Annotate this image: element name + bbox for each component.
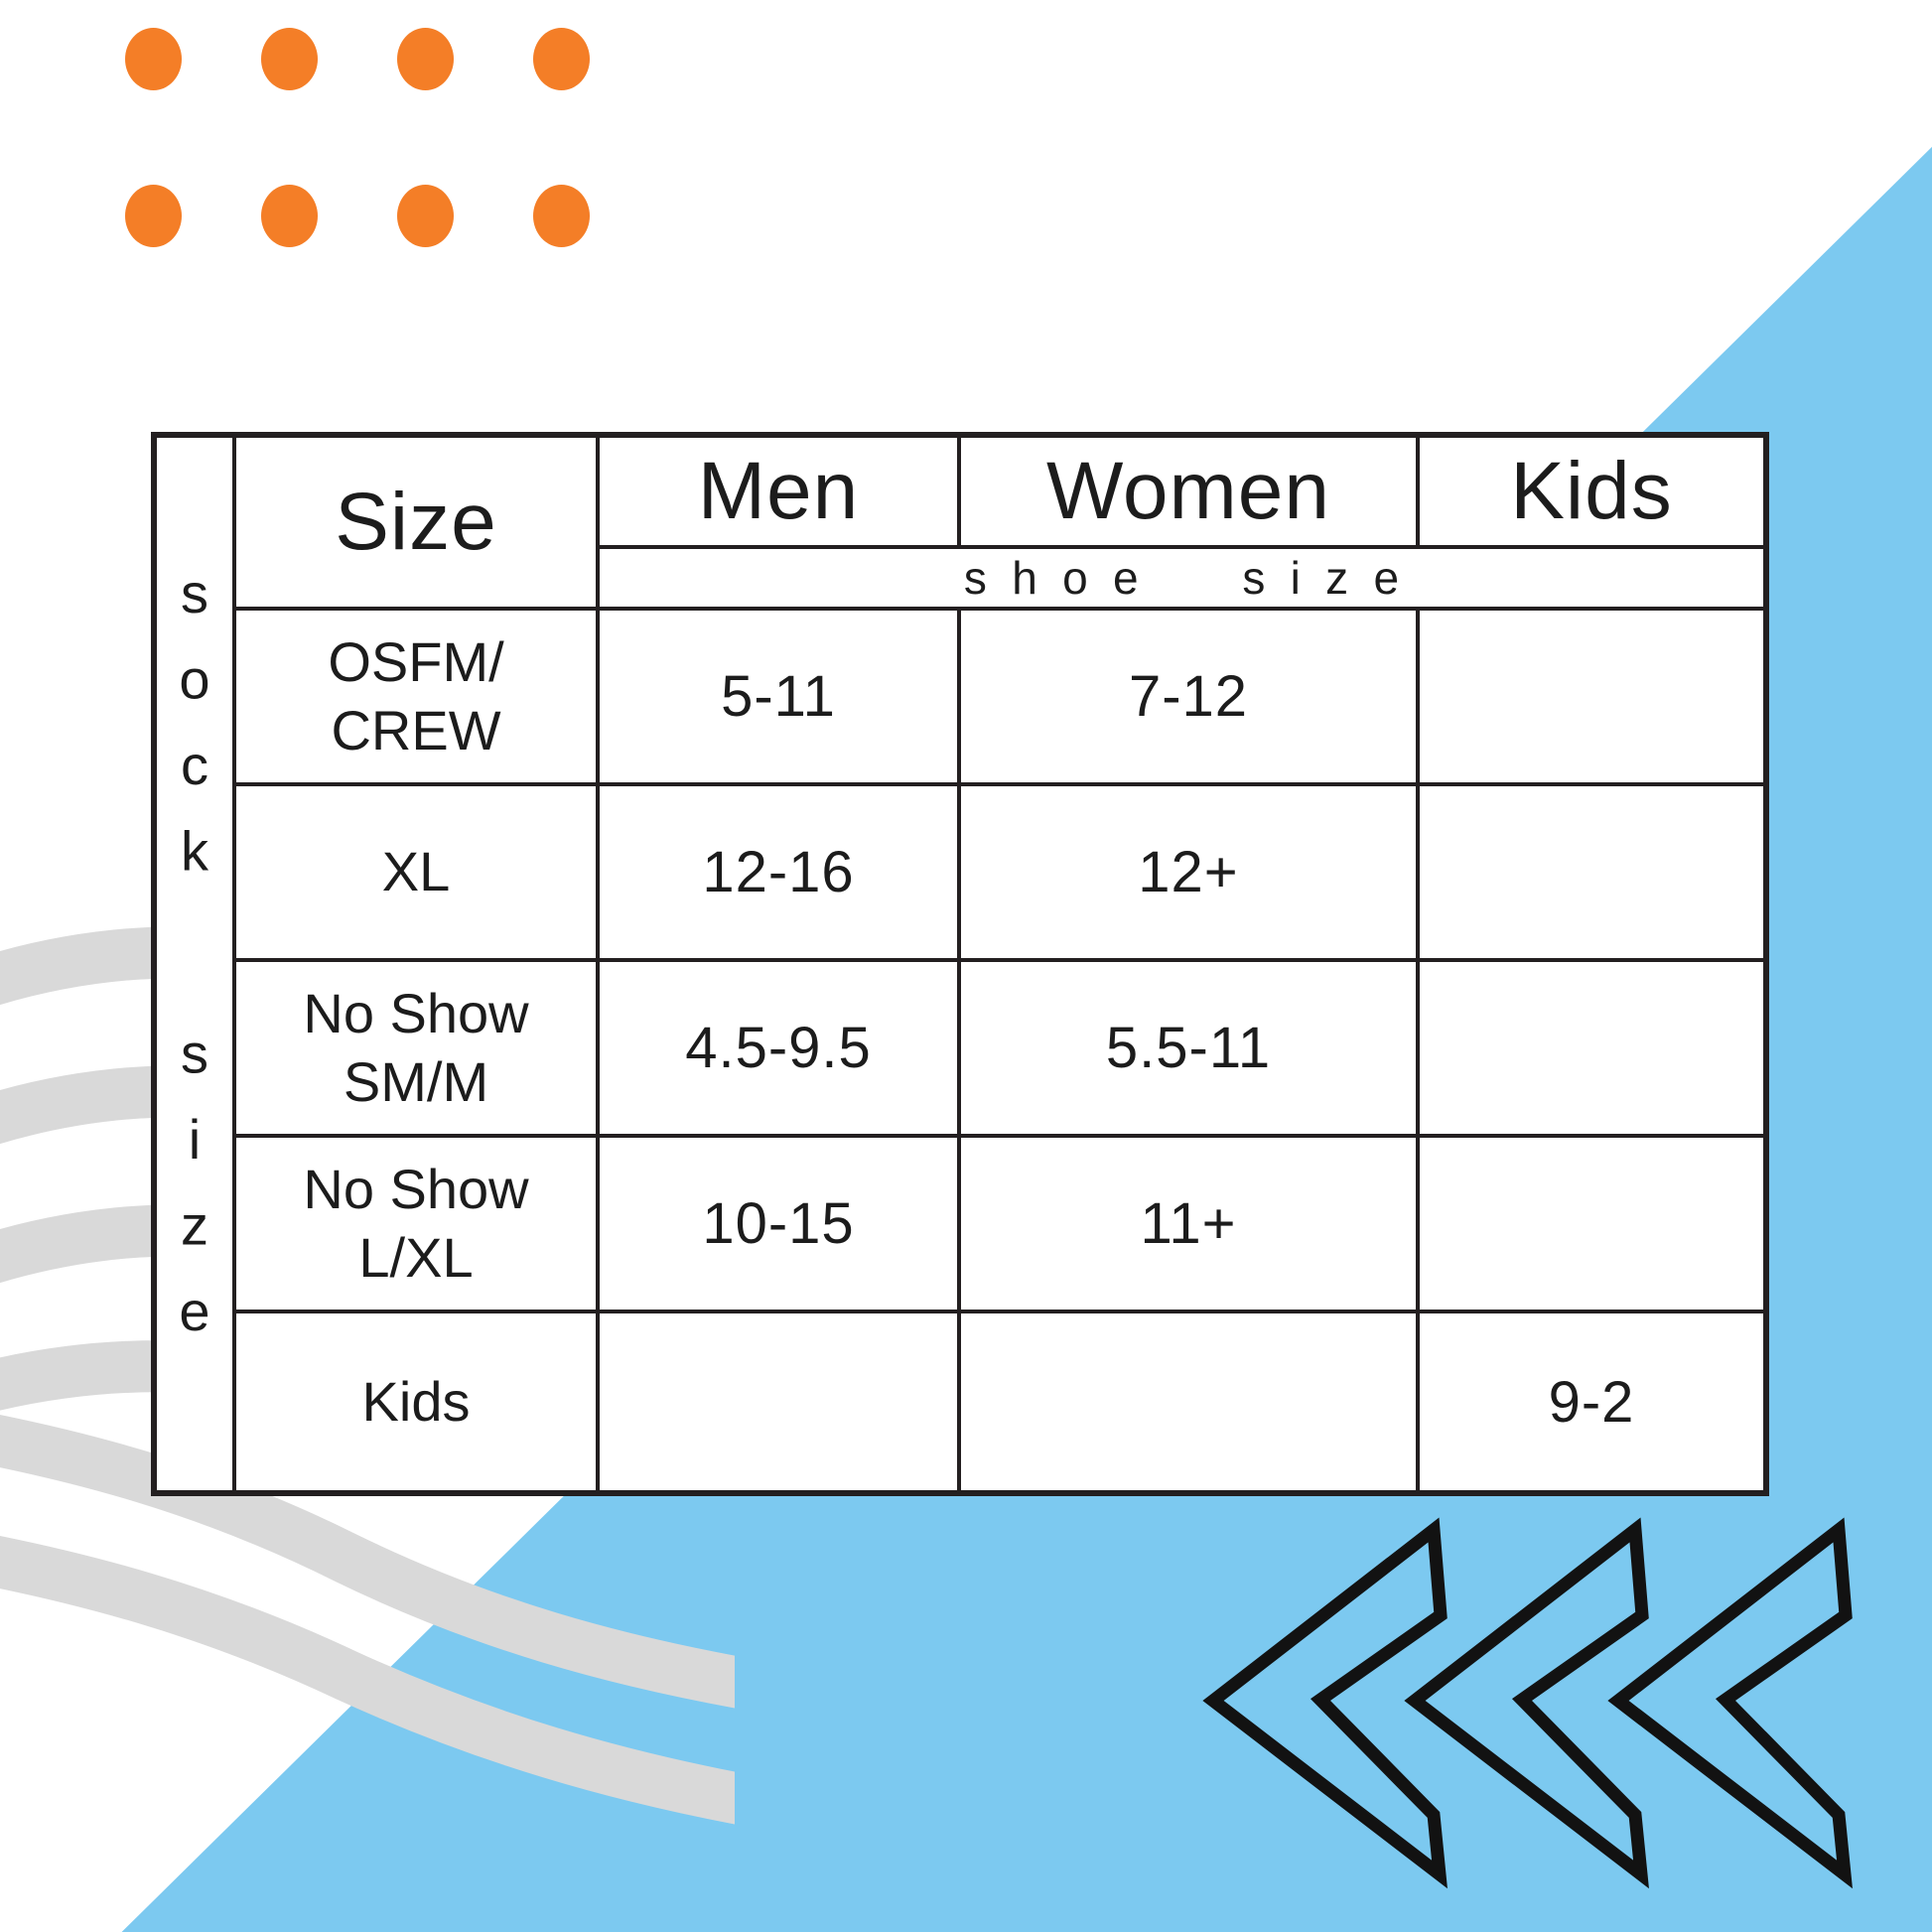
column-header-women: Women — [961, 438, 1420, 549]
cell-xl-kids — [1420, 786, 1763, 962]
row-label-line: Kids — [361, 1369, 471, 1433]
orange-dot — [533, 28, 590, 90]
column-header-size: Size — [236, 438, 600, 611]
orange-dot — [397, 185, 454, 247]
chevron-icon — [1607, 1517, 1853, 1889]
cell-noshow-lxl-kids — [1420, 1138, 1763, 1313]
dot-grid-row — [125, 185, 590, 247]
dot-grid-decoration — [125, 28, 590, 247]
row-label-osfm-crew: OSFM/ CREW — [236, 611, 600, 786]
cell-kids-kids: 9-2 — [1548, 1369, 1635, 1435]
wave-ribbon-5 — [0, 1414, 735, 1709]
row-label-line: No Show — [303, 1158, 529, 1221]
cell-noshow-lxl-men: 10-15 — [600, 1138, 961, 1313]
cell-osfm-kids — [1420, 611, 1763, 786]
orange-dot — [125, 185, 182, 247]
cell-noshow-lxl-women: 11+ — [961, 1138, 1420, 1313]
wave-ribbon-6 — [0, 1535, 735, 1825]
subheader-shoe-size: shoe size — [600, 549, 1763, 611]
cell-xl-men: 12-16 — [600, 786, 961, 962]
cell-xl-women: 12+ — [961, 786, 1420, 962]
sock-size-label: sock size — [163, 562, 226, 1366]
column-header-men: Men — [600, 438, 961, 549]
row-label-line: CREW — [331, 698, 501, 761]
row-label-line: OSFM/ — [328, 630, 504, 694]
chevron-icon — [1404, 1517, 1649, 1889]
row-label-line: XL — [381, 840, 451, 903]
cell-noshow-smm-kids — [1420, 962, 1763, 1138]
orange-dot — [261, 185, 318, 247]
cell-kids-women — [961, 1313, 1420, 1490]
row-label-noshow-smm: No Show SM/M — [236, 962, 600, 1138]
column-header-kids: Kids — [1420, 438, 1763, 549]
row-label-line: SM/M — [343, 1049, 489, 1113]
row-label-noshow-lxl: No Show L/XL — [236, 1138, 600, 1313]
cell-noshow-smm-women: 5.5-11 — [961, 962, 1420, 1138]
dot-grid-row — [125, 28, 590, 90]
orange-dot — [261, 28, 318, 90]
chevron-icon — [1202, 1517, 1448, 1889]
chevrons-decoration — [1202, 1517, 1853, 1889]
cell-noshow-smm-men: 4.5-9.5 — [600, 962, 961, 1138]
row-label-line: L/XL — [358, 1225, 474, 1289]
vertical-axis-label: sock size — [157, 438, 236, 1490]
size-conversion-table: sock size Size Men Women Kids shoe size … — [151, 432, 1769, 1496]
cell-kids-men — [600, 1313, 961, 1490]
row-label-line: No Show — [303, 982, 529, 1045]
cell-osfm-men: 5-11 — [600, 611, 961, 786]
orange-dot — [125, 28, 182, 90]
orange-dot — [397, 28, 454, 90]
row-label-xl: XL — [236, 786, 600, 962]
row-label-kids: Kids — [236, 1313, 600, 1490]
cell-osfm-women: 7-12 — [961, 611, 1420, 786]
orange-dot — [533, 185, 590, 247]
